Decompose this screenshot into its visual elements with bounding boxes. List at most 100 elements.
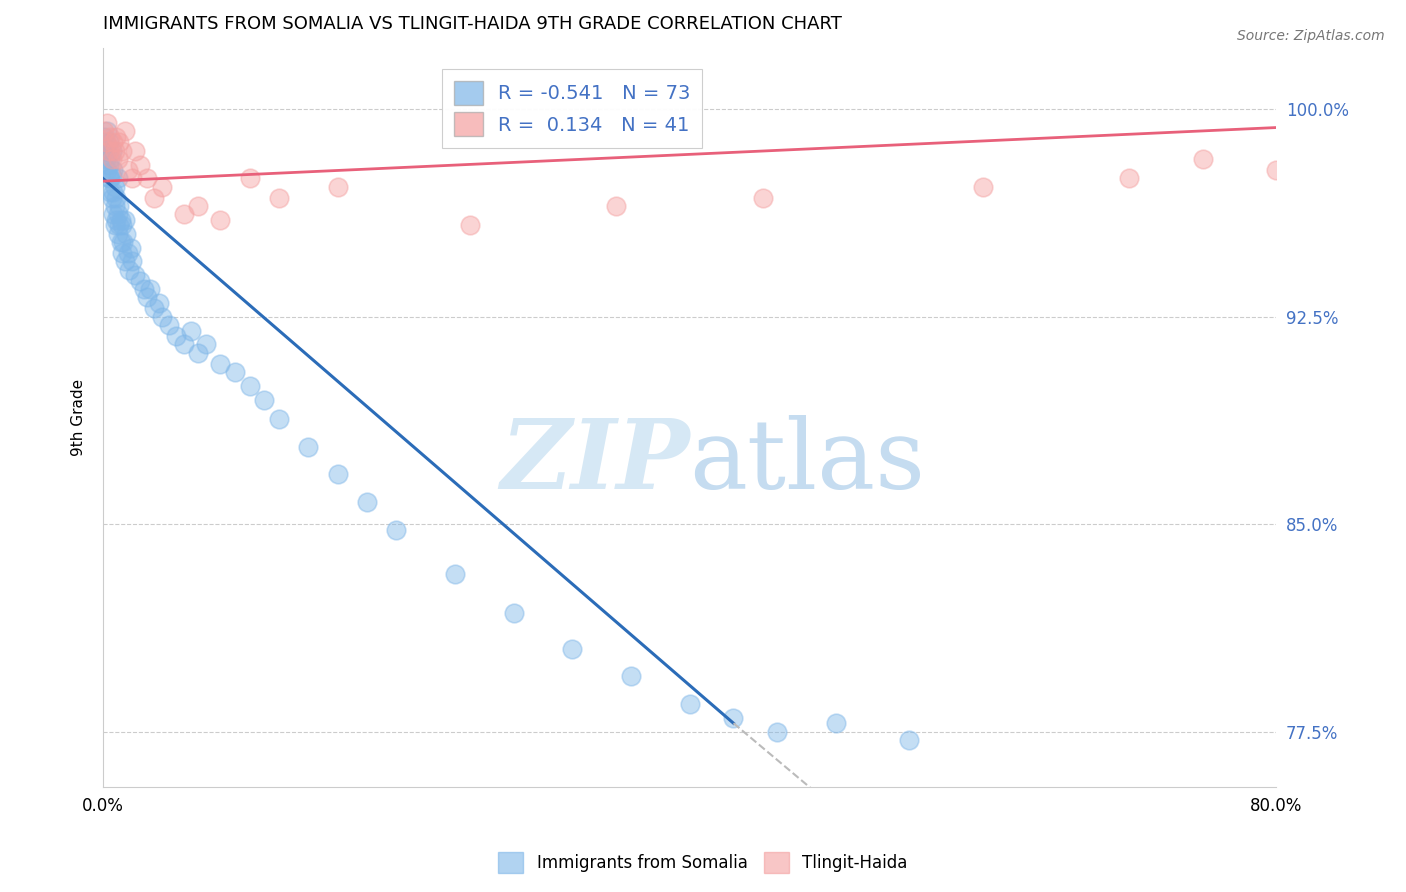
Point [93,130,115,145]
Text: IMMIGRANTS FROM SOMALIA VS TLINGIT-HAIDA 9TH GRADE CORRELATION CHART: IMMIGRANTS FROM SOMALIA VS TLINGIT-HAIDA… [103,15,842,33]
Point [139,282,162,296]
Point [267,412,290,426]
Point [238,379,260,393]
Point [135,290,157,304]
Point [124,144,146,158]
Point [114,124,136,138]
Point [98,152,121,166]
Point [187,199,209,213]
Point [93,144,115,158]
Point [1382,144,1405,158]
Point [605,199,627,213]
Point [121,171,143,186]
Point [150,310,173,324]
Point [165,329,187,343]
Point [111,144,134,158]
Point [105,213,128,227]
Point [326,467,349,482]
Point [356,495,378,509]
Point [111,246,134,260]
Point [209,213,232,227]
Point [444,566,467,581]
Point [114,213,136,227]
Point [100,191,122,205]
Point [117,246,139,260]
Point [209,357,232,371]
Point [187,345,209,359]
Point [972,179,994,194]
Point [766,724,789,739]
Point [100,144,122,158]
Point [825,716,848,731]
Point [98,186,121,200]
Point [97,158,120,172]
Point [97,136,120,150]
Point [101,163,124,178]
Point [104,179,127,194]
Legend: R = -0.541   N = 73, R =  0.134   N = 41: R = -0.541 N = 73, R = 0.134 N = 41 [441,70,703,148]
Point [148,296,170,310]
Text: atlas: atlas [689,415,925,509]
Point [117,163,139,178]
Point [752,191,775,205]
Point [458,219,481,233]
Point [173,207,195,221]
Point [100,152,122,166]
Point [385,523,408,537]
Point [326,179,349,194]
Point [108,219,131,233]
Point [96,124,118,138]
Point [107,227,129,241]
Point [128,274,150,288]
Point [101,136,124,150]
Point [94,152,117,166]
Point [173,337,195,351]
Point [93,124,115,138]
Point [107,152,129,166]
Point [98,130,121,145]
Point [143,301,166,316]
Point [1118,171,1140,186]
Point [108,199,131,213]
Point [101,207,124,221]
Point [128,158,150,172]
Point [104,219,127,233]
Point [224,365,246,379]
Point [104,144,127,158]
Point [100,169,122,183]
Point [107,207,129,221]
Point [502,606,524,620]
Text: Source: ZipAtlas.com: Source: ZipAtlas.com [1237,29,1385,43]
Point [1353,191,1375,205]
Point [267,191,290,205]
Point [104,199,127,213]
Point [297,440,319,454]
Point [238,171,260,186]
Point [96,144,118,158]
Point [96,116,118,130]
Point [110,235,132,249]
Point [620,669,643,683]
Point [1191,152,1213,166]
Point [107,171,129,186]
Point [1265,163,1288,178]
Point [96,163,118,178]
Point [150,179,173,194]
Point [120,241,142,255]
Point [101,186,124,200]
Point [97,171,120,186]
Point [132,282,155,296]
Point [105,130,128,145]
Y-axis label: 9th Grade: 9th Grade [72,379,86,456]
Legend: Immigrants from Somalia, Tlingit-Haida: Immigrants from Somalia, Tlingit-Haida [492,846,914,880]
Point [157,318,180,332]
Point [114,254,136,268]
Point [194,337,217,351]
Point [253,392,276,407]
Point [108,136,131,150]
Point [105,191,128,205]
Point [561,641,583,656]
Point [115,227,138,241]
Point [124,268,146,283]
Point [678,697,700,711]
